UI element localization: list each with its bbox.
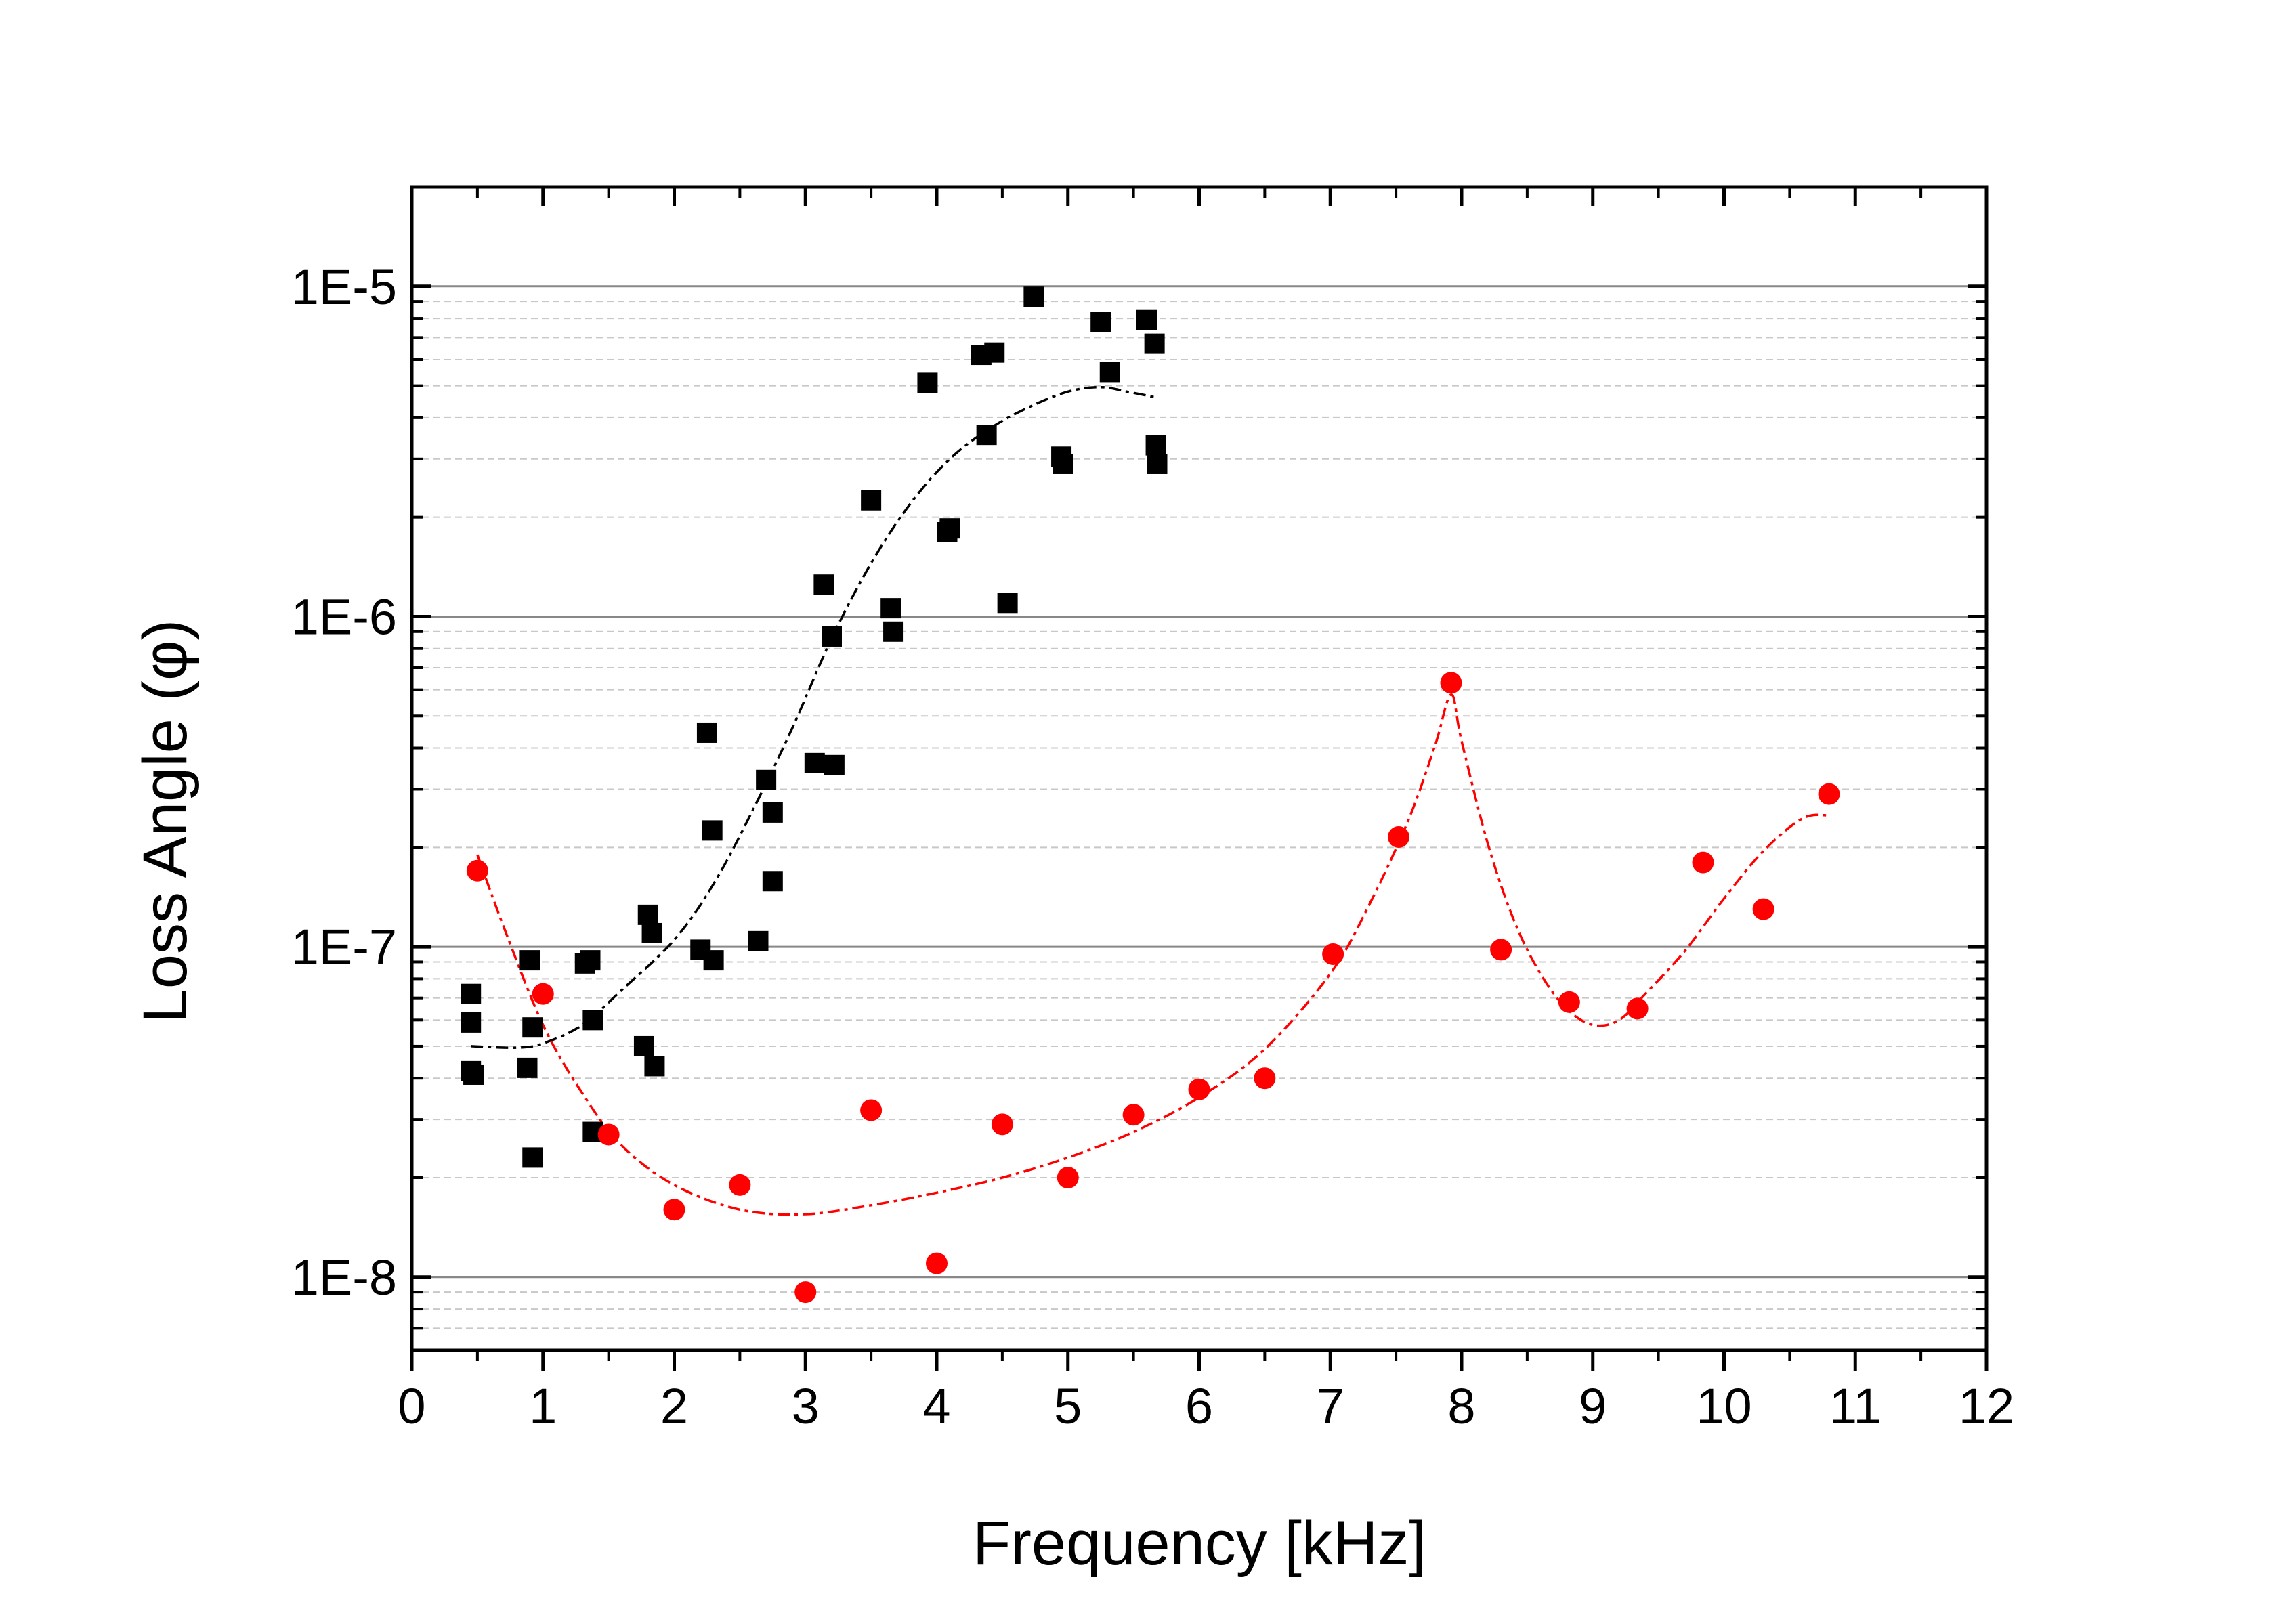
red-circle-point <box>1752 898 1774 920</box>
black-fit-curve <box>471 385 1157 1049</box>
black-square-point <box>861 490 882 511</box>
black-square-point <box>1023 286 1044 307</box>
red-circle-point <box>597 1123 620 1146</box>
black-square-point <box>463 1064 484 1085</box>
x-tick-label: 9 <box>1579 1378 1607 1434</box>
red-circle-point <box>1057 1167 1079 1189</box>
red-fit-curve <box>476 693 1829 1216</box>
black-square-point <box>517 1057 538 1078</box>
black-square-point <box>461 1012 482 1033</box>
black-square-point <box>1147 453 1168 474</box>
black-square-point <box>461 983 482 1004</box>
x-tick-label: 12 <box>1959 1378 2014 1434</box>
red-circle-point <box>466 859 488 882</box>
y-tick-label: 1E-8 <box>291 1249 397 1306</box>
red-circle-point <box>1490 939 1512 961</box>
red-circle-point <box>663 1199 685 1221</box>
black-square-point <box>519 950 540 971</box>
black-square-point <box>1136 309 1157 330</box>
red-circle-point <box>860 1099 883 1121</box>
black-square-point <box>1099 362 1120 383</box>
black-square-point <box>1144 333 1165 354</box>
red-circle-point <box>1558 991 1580 1013</box>
black-square-point <box>580 950 601 971</box>
black-square-point <box>883 621 904 642</box>
black-square-point <box>748 930 769 951</box>
black-square-point <box>822 626 842 647</box>
black-square-point <box>641 922 662 943</box>
axis-ticks <box>410 186 1989 1371</box>
black-square-point <box>1145 435 1166 456</box>
black-square-point <box>762 802 783 823</box>
black-square-point <box>1090 312 1111 332</box>
y-tick-label: 1E-7 <box>291 919 397 975</box>
red-circle-point <box>1322 943 1344 966</box>
red-circle-point <box>1122 1104 1145 1126</box>
red-circle-point <box>729 1174 751 1196</box>
red-circle-point <box>794 1281 817 1304</box>
black-square-point <box>984 342 1005 363</box>
red-circle-point <box>1188 1078 1210 1100</box>
red-circle-point <box>1626 997 1649 1020</box>
grid-lines <box>412 186 1986 1351</box>
red-circle-point <box>926 1252 948 1274</box>
data-markers <box>461 286 1840 1304</box>
black-square-point <box>703 950 724 971</box>
black-square-point <box>917 372 938 393</box>
black-square-point <box>813 574 834 595</box>
red-circle-point <box>1818 783 1840 805</box>
black-square-point <box>644 1056 665 1077</box>
x-tick-label: 1 <box>529 1378 557 1434</box>
x-tick-label: 3 <box>792 1378 820 1434</box>
x-tick-label: 7 <box>1317 1378 1344 1434</box>
black-square-point <box>522 1017 543 1038</box>
x-axis-title: Frequency [kHz] <box>973 1509 1426 1578</box>
x-tick-label: 4 <box>922 1378 950 1434</box>
y-tick-label: 1E-6 <box>291 588 397 645</box>
x-tick-label: 10 <box>1696 1378 1751 1434</box>
fit-curves <box>471 385 1829 1216</box>
black-square-point <box>633 1035 654 1056</box>
red-circle-point <box>532 983 554 1005</box>
red-circle-point <box>991 1113 1013 1136</box>
red-circle-point <box>1254 1067 1276 1090</box>
red-circle-point <box>1440 672 1462 694</box>
plot-frame <box>410 185 1989 1352</box>
y-axis-title: Loss Angle (φ) <box>131 620 200 1024</box>
red-circle-point <box>1388 826 1409 849</box>
black-square-point <box>824 754 845 775</box>
x-tick-label: 0 <box>398 1378 425 1434</box>
black-square-point <box>582 1010 603 1031</box>
black-square-point <box>702 820 723 841</box>
black-square-point <box>939 518 960 539</box>
black-square-point <box>880 598 901 619</box>
black-square-point <box>804 752 825 773</box>
black-square-point <box>696 722 717 743</box>
black-square-point <box>976 425 997 446</box>
black-square-point <box>997 593 1018 614</box>
tick-labels: 1E-81E-71E-61E-50 1 2 3 4 5 6 7 8 9 10 11 12 <box>291 259 2014 1434</box>
red-circle-point <box>1692 851 1714 874</box>
black-square-point <box>762 871 783 892</box>
x-tick-label: 5 <box>1054 1378 1082 1434</box>
black-square-point <box>756 769 777 790</box>
x-tick-label: 2 <box>660 1378 688 1434</box>
black-square-point <box>522 1147 543 1168</box>
y-tick-label: 1E-5 <box>291 259 397 315</box>
black-square-point <box>637 904 658 925</box>
x-tick-label: 6 <box>1185 1378 1213 1434</box>
black-square-point <box>1053 453 1073 474</box>
x-tick-label: 11 <box>1829 1378 1882 1434</box>
x-tick-label: 8 <box>1447 1378 1475 1434</box>
